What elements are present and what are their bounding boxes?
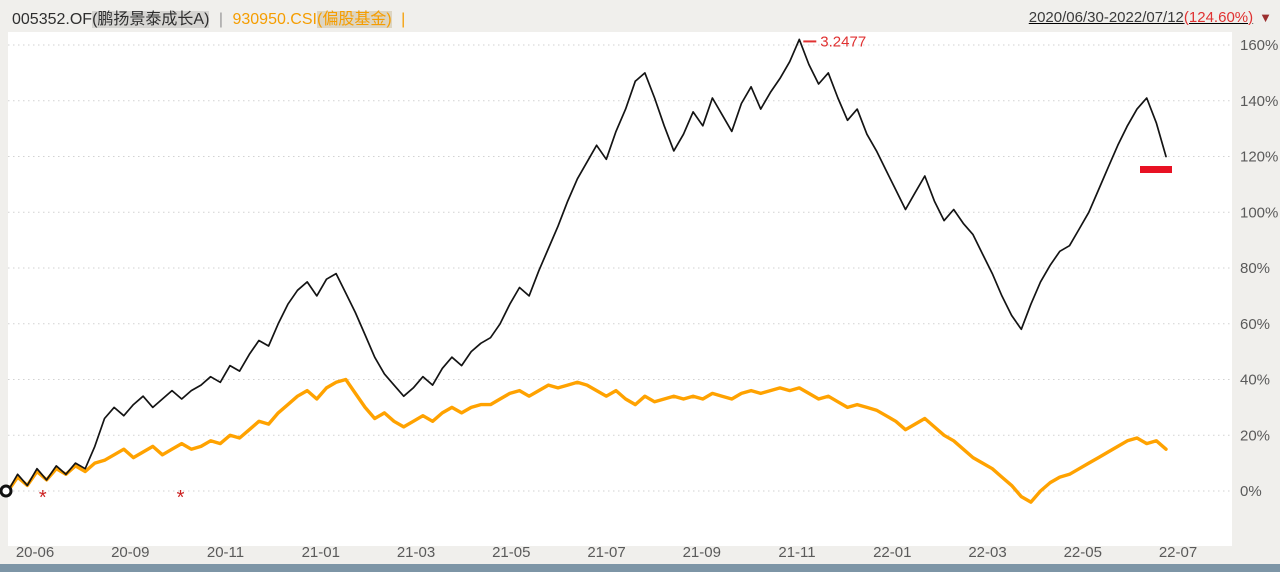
y-axis-label: 80% (1240, 260, 1270, 277)
x-axis-label: 21-01 (302, 544, 340, 561)
plot-area[interactable] (8, 32, 1232, 546)
x-axis-label: 20-06 (16, 544, 54, 561)
y-axis-label: 20% (1240, 427, 1270, 444)
bottom-bar (0, 564, 1280, 572)
index-name[interactable]: (偏股基金) (316, 11, 392, 28)
x-axis-label: 22-03 (968, 544, 1006, 561)
y-axis-label: 0% (1240, 483, 1262, 500)
chart-header: 005352.OF(鹏扬景泰成长A) | 930950.CSI(偏股基金) | … (0, 0, 1280, 30)
fund-name[interactable]: (鹏扬景泰成长A) (92, 11, 210, 28)
index-line (6, 377, 1168, 504)
collapse-triangle-icon[interactable]: ▼ (1259, 9, 1272, 25)
x-axis-label: 21-07 (587, 544, 625, 561)
x-axis-label: 21-03 (397, 544, 435, 561)
x-axis-label: 21-05 (492, 544, 530, 561)
y-axis-label: 120% (1240, 149, 1278, 166)
performance-chart[interactable]: 0% 20% 40% 60% 80% 100% 120% 140% 160% 20-06 20-09… (0, 30, 1280, 564)
peak-annotation: 3.2477 (820, 33, 866, 50)
fund-code[interactable]: 005352.OF (12, 11, 93, 28)
fund-line (7, 38, 1167, 492)
x-axis-label: 20-09 (111, 544, 149, 561)
x-axis-label: 22-07 (1159, 544, 1197, 561)
y-axis-label: 40% (1240, 372, 1270, 389)
x-axis-label: 21-11 (778, 544, 815, 561)
range-info: 2020/06/30-2022/07/12(124.60%) ▼ (1029, 9, 1272, 26)
x-axis-label: 20-11 (207, 544, 244, 561)
date-range: 2020/06/30-2022/07/12 (1028, 8, 1184, 26)
event-marker[interactable]: * (39, 487, 47, 509)
series-legend: 005352.OF(鹏扬景泰成长A) | 930950.CSI(偏股基金) | (12, 5, 405, 29)
index-code[interactable]: 930950.CSI (232, 11, 317, 28)
event-marker[interactable]: * (177, 487, 185, 509)
y-axis-label: 60% (1240, 316, 1270, 333)
x-axis-label: 22-05 (1064, 544, 1102, 561)
y-axis-label: 140% (1240, 93, 1278, 110)
range-text: 2020/06/30-2022/07/12(124.60%) (1029, 9, 1253, 26)
x-axis-label: 22-01 (873, 544, 911, 561)
y-axis-label: 100% (1240, 204, 1278, 221)
series-start-marker (0, 484, 13, 498)
x-axis-label: 21-09 (683, 544, 721, 561)
total-return: (124.60%) (1183, 8, 1254, 26)
separator: | (218, 11, 224, 28)
y-axis-label: 160% (1240, 37, 1278, 54)
separator-2: | (401, 11, 406, 28)
